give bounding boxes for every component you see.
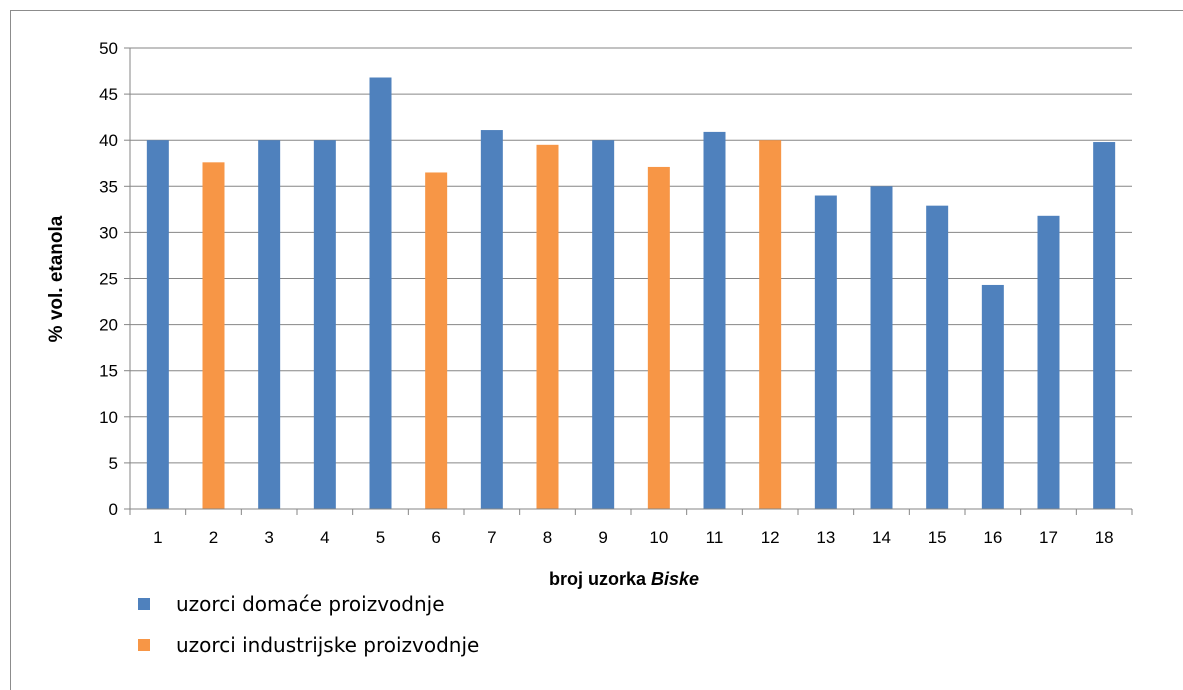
bar-16 <box>981 284 1004 509</box>
x-tick-label: 11 <box>706 528 724 547</box>
legend-label-domace: uzorci domaće proizvodnje <box>176 592 445 616</box>
y-tick-label: 25 <box>99 270 118 289</box>
bar-8 <box>536 144 559 509</box>
y-tick-label: 45 <box>99 85 118 104</box>
x-tick-label: 17 <box>1039 528 1058 547</box>
x-tick-label: 14 <box>872 528 891 547</box>
x-tick-label: 16 <box>983 528 1002 547</box>
x-tick-label: 15 <box>928 528 947 547</box>
x-tick-label: 13 <box>816 528 835 547</box>
y-axis-label: % vol. etanola <box>46 215 67 342</box>
bar-18 <box>1093 142 1116 509</box>
x-tick-label: 8 <box>543 528 552 547</box>
x-tick-label: 4 <box>320 528 329 547</box>
x-tick-label: 6 <box>431 528 440 547</box>
x-tick-label: 7 <box>487 528 496 547</box>
gridlines <box>130 47 1132 464</box>
bar-7 <box>480 130 503 510</box>
legend-item-domace: uzorci domaće proizvodnje <box>138 592 445 616</box>
bar-15 <box>926 205 949 510</box>
x-tick-label: 5 <box>376 528 385 547</box>
y-tick-label: 5 <box>109 454 118 473</box>
x-tick-label: 12 <box>761 528 780 547</box>
bar-12 <box>759 140 782 509</box>
legend-label-industrijske: uzorci industrijske proizvodnje <box>176 633 480 657</box>
chart-frame <box>10 10 1183 690</box>
legend-item-industrijske: uzorci industrijske proizvodnje <box>138 633 479 657</box>
y-tick-label: 30 <box>99 223 118 242</box>
x-tick-label: 1 <box>153 528 162 547</box>
bar-2 <box>202 162 225 509</box>
x-axis-label: broj uzorka Biske <box>549 569 699 589</box>
y-tick-label: 35 <box>99 177 118 196</box>
x-tick-label: 9 <box>598 528 607 547</box>
x-axis-label-italic: Biske <box>651 569 699 589</box>
bars <box>146 77 1116 510</box>
bar-11 <box>703 131 726 510</box>
bar-9 <box>592 140 615 509</box>
x-tick-label: 10 <box>649 528 668 547</box>
y-tick-label: 10 <box>99 408 118 427</box>
x-axis-label-main: broj uzorka <box>549 569 647 589</box>
bar-10 <box>647 166 670 510</box>
legend-swatch-domace <box>138 598 150 610</box>
y-tick-label: 40 <box>99 131 118 150</box>
y-tick-label: 15 <box>99 362 118 381</box>
bar-13 <box>814 195 837 509</box>
y-tick-label: 50 <box>99 39 118 58</box>
bar-6 <box>425 172 448 509</box>
bar-5 <box>369 77 392 509</box>
bar-3 <box>258 140 281 509</box>
y-tick-label: 20 <box>99 316 118 335</box>
x-tick-label: 3 <box>264 528 273 547</box>
x-tick-label: 18 <box>1095 528 1114 547</box>
bar-1 <box>146 140 169 509</box>
legend-swatch-industrijske <box>138 639 150 651</box>
bar-14 <box>870 186 893 510</box>
bar-17 <box>1037 215 1060 509</box>
bar-4 <box>313 140 336 509</box>
y-tick-label: 0 <box>109 500 118 519</box>
x-tick-label: 2 <box>209 528 218 547</box>
